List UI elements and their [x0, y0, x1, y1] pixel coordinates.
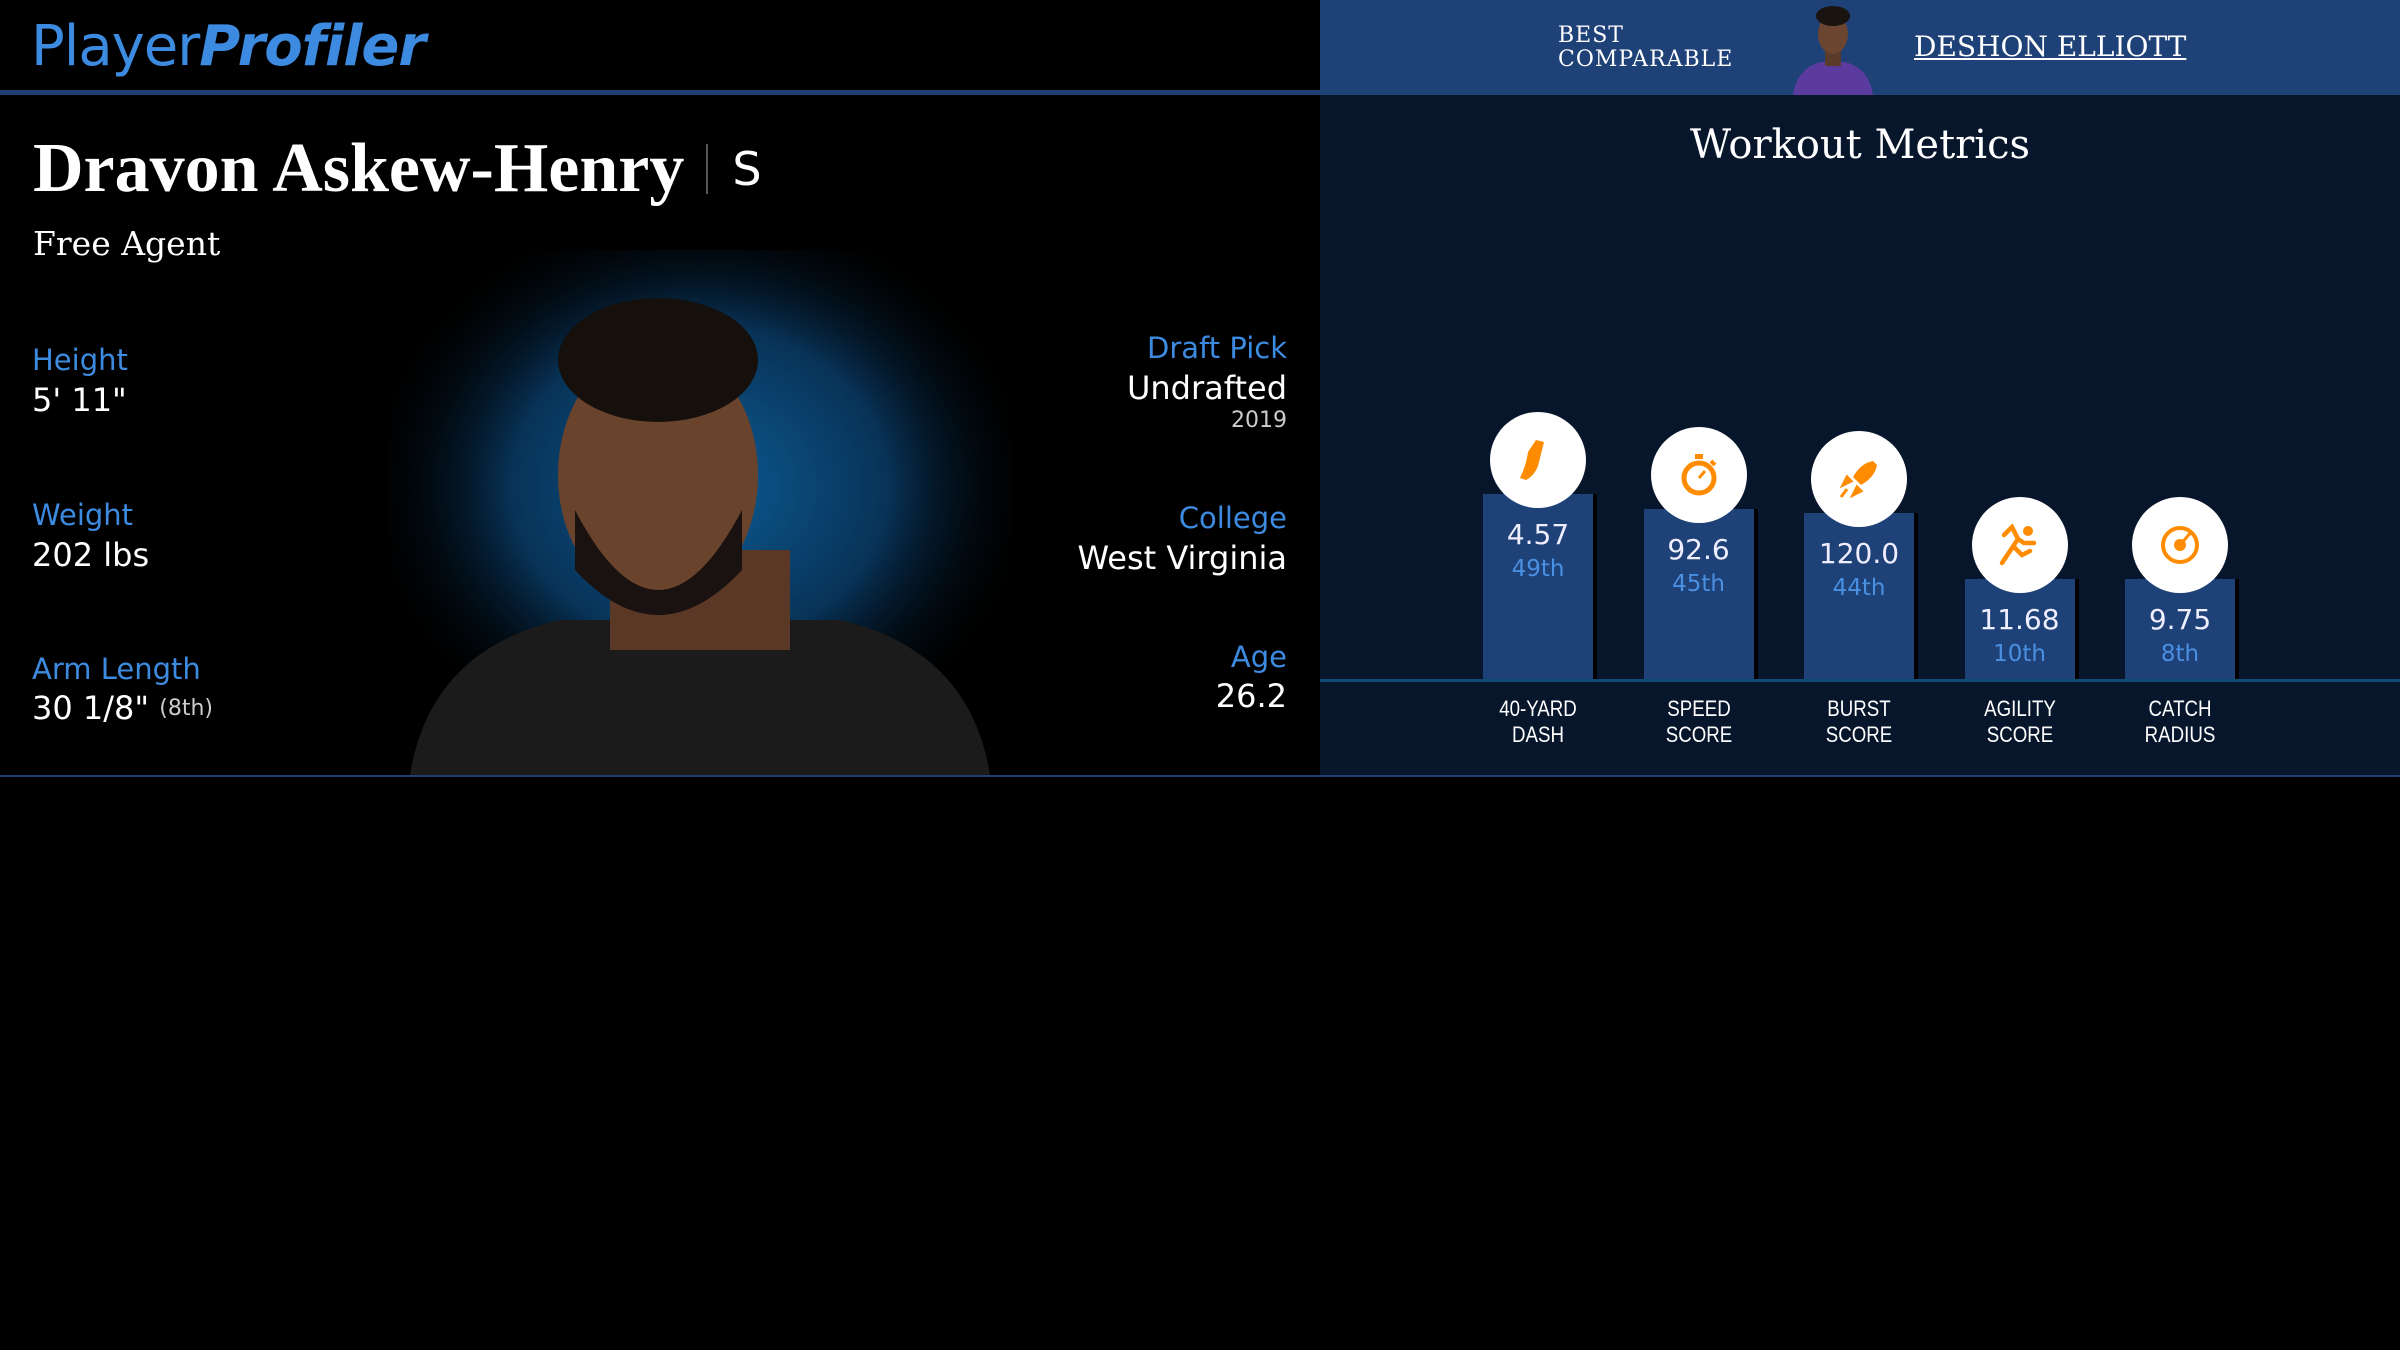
metric-value: 11.68 — [1979, 603, 2060, 636]
arm-length-percentile: (8th) — [159, 696, 214, 721]
metric-label: 40-YARD DASH — [1470, 696, 1606, 748]
metric-bar — [2125, 579, 2235, 680]
draft-year: 2019 — [1231, 408, 1287, 433]
metric-bar — [1643, 509, 1754, 680]
metric-percentile: 45th — [1672, 571, 1725, 597]
metric-label: AGILITY SCORE — [1952, 696, 2088, 748]
arm-length-value: 30 1/8" (8th) — [32, 689, 213, 727]
header-left — [0, 0, 1320, 90]
label-line: RADIUS — [2144, 722, 2216, 747]
stopwatch-icon — [1681, 454, 1716, 496]
shoe-icon-circle — [1490, 411, 1586, 508]
target-icon-circle — [2132, 497, 2228, 593]
best-comparable-label: BEST COMPARABLE — [1558, 24, 1733, 72]
runner-icon — [1999, 523, 2036, 566]
player-photo — [390, 250, 1010, 775]
runner-icon-circle — [1971, 497, 2068, 593]
metric-value: 92.6 — [1667, 533, 1730, 566]
divider — [706, 144, 709, 194]
shoe-icon — [1520, 439, 1544, 480]
metric-value: 4.57 — [1506, 517, 1570, 551]
label-line: 40-YARD — [1499, 696, 1577, 721]
metric-bar — [1804, 512, 1914, 680]
label-line: SCORE — [1986, 722, 2053, 747]
metric-percentile: 49th — [1511, 555, 1565, 582]
logo[interactable]: PlayerProfiler — [31, 14, 426, 79]
comparable-player-photo — [1793, 6, 1873, 95]
arm-length-number: 30 1/8" — [32, 689, 150, 727]
metric-percentile: 44th — [1832, 574, 1886, 601]
label-line: AGILITY — [1983, 696, 2056, 721]
metric-percentile: 8th — [2160, 641, 2200, 667]
draft-pick-value: Undrafted — [1126, 369, 1287, 407]
metric-label: SPEED SCORE — [1631, 696, 1767, 748]
age-value: 26.2 — [1215, 677, 1287, 715]
college-label: College — [1178, 501, 1287, 535]
label-line: SCORE — [1825, 722, 1893, 747]
header-divider — [0, 90, 1320, 95]
label-line: BEST — [1558, 23, 1624, 48]
metric-value: 120.0 — [1818, 536, 1900, 570]
label-line: CATCH — [2148, 696, 2212, 721]
target-icon — [2161, 526, 2199, 564]
height-label: Height — [32, 343, 128, 377]
metric-bar — [1964, 579, 2075, 680]
label-line: COMPARABLE — [1558, 47, 1734, 72]
arm-length-label: Arm Length — [32, 652, 201, 686]
logo-text-player: Player — [31, 14, 200, 79]
label-line: DASH — [1512, 722, 1564, 747]
player-name: Dravon Askew-Henry — [33, 130, 685, 207]
label-line: SCORE — [1665, 722, 1732, 747]
age-label: Age — [1230, 640, 1287, 674]
metric-percentile: 10th — [1993, 641, 2046, 667]
label-line: SPEED — [1666, 696, 1731, 721]
label-line: BURST — [1827, 696, 1891, 721]
workout-metrics-title: Workout Metrics — [1689, 122, 2031, 168]
draft-pick-label: Draft Pick — [1147, 331, 1287, 365]
player-heading: Dravon Askew-Henry S — [33, 128, 762, 210]
player-team: Free Agent — [33, 224, 221, 263]
height-value: 5' 11" — [32, 381, 127, 419]
metric-label: CATCH RADIUS — [2112, 696, 2248, 748]
metric-bar — [1483, 493, 1593, 680]
best-comparable-link[interactable]: DESHON ELLIOTT — [1914, 30, 2187, 63]
metric-value: 9.75 — [2148, 603, 2212, 636]
section-divider — [0, 775, 2400, 777]
rocket-icon-circle — [1811, 430, 1907, 527]
weight-value: 202 lbs — [32, 536, 150, 574]
college-value: West Virginia — [1077, 539, 1288, 577]
chart-baseline — [1320, 679, 2400, 682]
player-position: S — [732, 142, 762, 196]
rocket-icon — [1839, 460, 1877, 499]
stopwatch-icon-circle — [1650, 427, 1747, 523]
logo-text-profiler: Profiler — [199, 14, 426, 79]
weight-label: Weight — [32, 498, 134, 532]
metric-label: BURST SCORE — [1791, 696, 1927, 748]
